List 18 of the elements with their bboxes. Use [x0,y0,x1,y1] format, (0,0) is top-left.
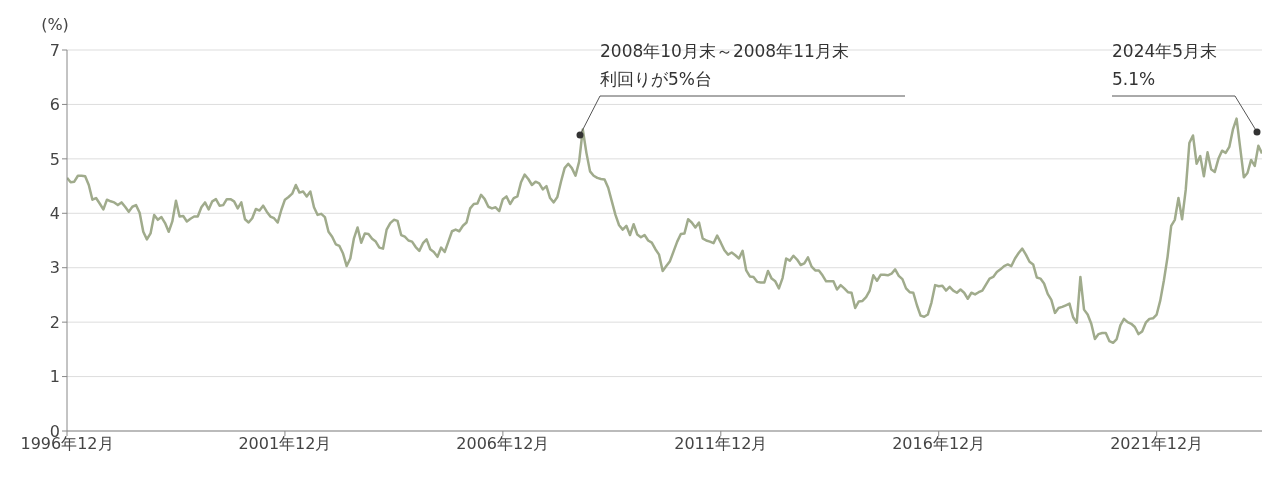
y-tick-label: 3 [49,258,60,278]
y-tick-label: 6 [49,95,60,115]
x-tick-label: 2021年12月 [1110,434,1204,454]
x-tick-label: 2006年12月 [456,434,550,454]
y-tick-label: 7 [49,40,60,60]
y-axis-title: (%) [41,15,69,34]
y-tick-label: 2 [49,312,60,332]
x-tick-label: 2001年12月 [238,434,332,454]
y-tick-label: 1 [49,367,60,387]
x-tick-label: 2016年12月 [892,434,986,454]
y-tick-label: 5 [49,149,60,169]
annotation: 5.1% [1112,69,1156,89]
annotation: 2008年10月末～2008年11月末 [600,41,849,61]
annotation: 利回りが5%台 [600,69,712,89]
annotation: 2024年5月末 [1112,41,1218,61]
y-tick-label: 4 [49,203,60,223]
x-tick-label: 2011年12月 [674,434,768,454]
line-series [67,117,1262,345]
